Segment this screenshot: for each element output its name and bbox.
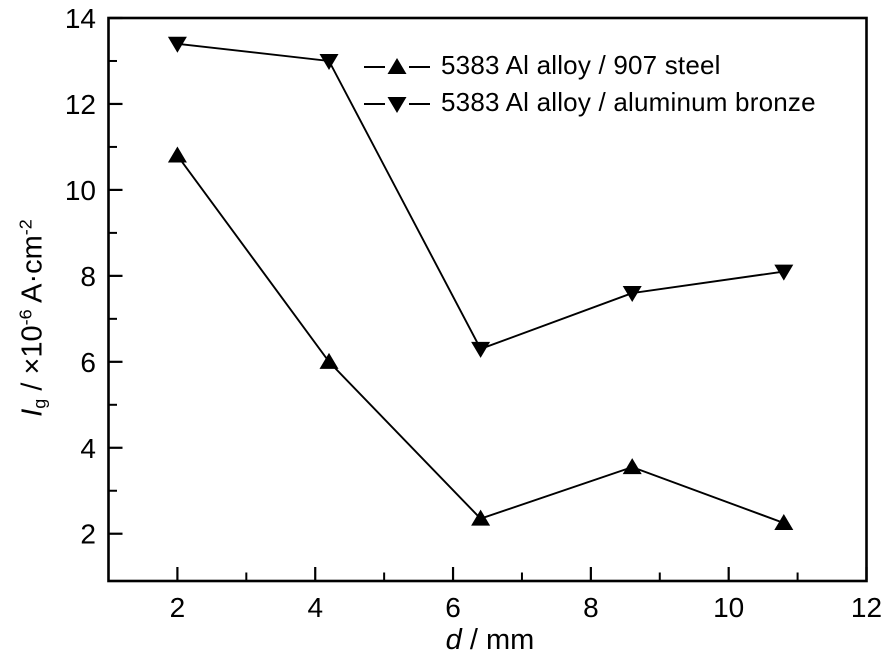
- y-axis-title-unit-exponent: -2: [15, 219, 36, 236]
- x-axis-title-unit: / mm: [461, 624, 535, 655]
- y-axis-title-symbol: I: [16, 408, 49, 417]
- x-tick-label: 4: [307, 592, 323, 623]
- x-tick-label: 6: [445, 592, 461, 623]
- triangle-down-marker-icon: [364, 96, 430, 113]
- x-axis-title: d / mm: [446, 624, 535, 655]
- y-tick-label: 12: [65, 89, 96, 120]
- x-tick-label: 8: [583, 592, 599, 623]
- data-point-triangle-down: [319, 53, 339, 70]
- plot-frame: [107, 16, 868, 583]
- y-tick-label: 4: [80, 433, 96, 464]
- data-point-triangle-down: [167, 36, 187, 53]
- y-axis-title-subscript: g: [29, 398, 50, 409]
- y-tick-label: 2: [80, 519, 96, 550]
- y-axis-title-mid: / ×10: [16, 325, 49, 399]
- y-tick-label: 10: [65, 175, 96, 206]
- data-point-triangle-up: [319, 352, 339, 369]
- data-point-triangle-down: [471, 341, 491, 358]
- data-point-triangle-up: [774, 513, 794, 530]
- data-point-triangle-down: [774, 264, 794, 281]
- legend: 5383 Al alloy / 907 steel 5383 Al alloy …: [363, 47, 816, 121]
- data-point-triangle-down: [622, 286, 642, 303]
- y-tick-label: 6: [80, 347, 96, 378]
- x-tick-label: 2: [170, 592, 186, 623]
- y-axis-title-unit: A·cm: [16, 235, 49, 310]
- legend-label-aluminum-bronze: 5383 Al alloy / aluminum bronze: [441, 87, 816, 117]
- x-tick-label: 10: [713, 592, 744, 623]
- legend-label-907-steel: 5383 Al alloy / 907 steel: [441, 50, 721, 80]
- legend-item-907-steel: 5383 Al alloy / 907 steel: [363, 47, 816, 84]
- y-axis-title: Ig / ×10-6 A·cm-2: [15, 219, 50, 417]
- y-tick-label: 8: [80, 261, 96, 292]
- series-line-5383-al-alloy-907-steel: [176, 154, 785, 524]
- y-axis-title-exponent: -6: [15, 309, 36, 326]
- data-point-triangle-up: [471, 509, 491, 526]
- triangle-up-marker-icon: [364, 57, 430, 74]
- data-point-triangle-up: [167, 146, 187, 163]
- y-tick-label: 14: [65, 3, 96, 34]
- x-tick-label: 12: [851, 592, 882, 623]
- data-point-triangle-up: [622, 458, 642, 475]
- legend-item-aluminum-bronze: 5383 Al alloy / aluminum bronze: [363, 84, 816, 121]
- x-axis-title-symbol: d: [445, 624, 462, 655]
